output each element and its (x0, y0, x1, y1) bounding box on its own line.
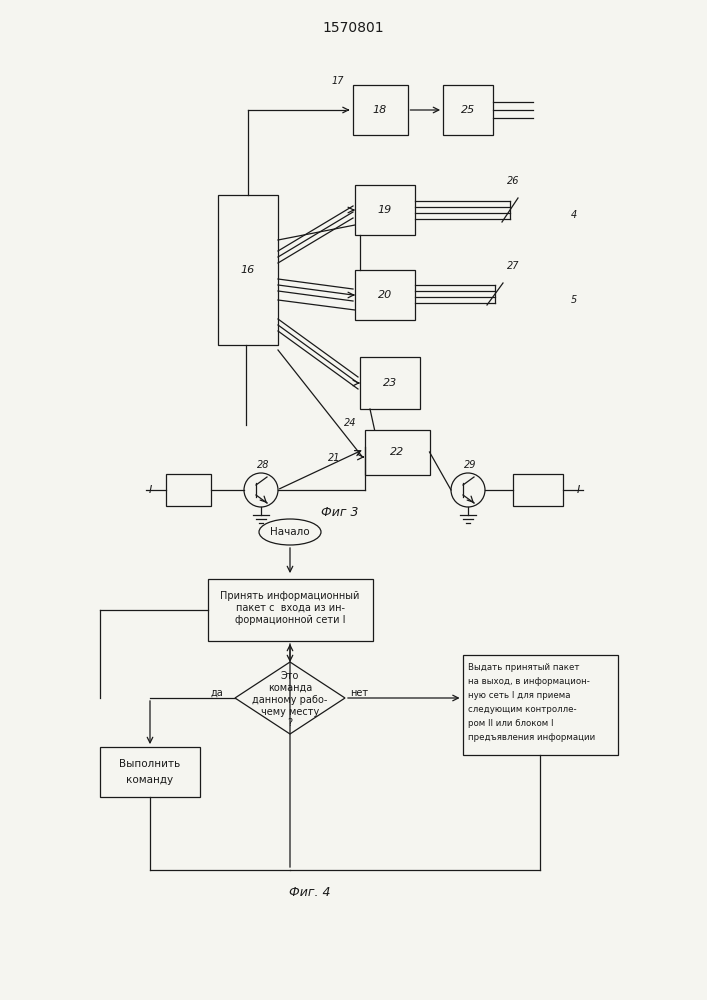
Circle shape (451, 473, 485, 507)
Text: 25: 25 (461, 105, 475, 115)
Text: команду: команду (127, 775, 173, 785)
Bar (207, 579, 373, 641)
Text: 24: 24 (344, 418, 357, 428)
Text: Начало: Начало (270, 527, 310, 537)
Bar (360, 357, 420, 409)
Polygon shape (235, 662, 345, 734)
Text: следующим контролле-: следующим контролле- (467, 704, 576, 714)
Bar (355, 185, 415, 235)
Text: 17: 17 (332, 76, 344, 86)
Bar (165, 474, 211, 506)
Text: 4: 4 (571, 210, 577, 220)
Text: 29: 29 (464, 460, 477, 470)
Text: ?: ? (288, 718, 293, 728)
Text: I: I (576, 485, 580, 495)
Bar (513, 474, 563, 506)
Text: Фиг. 4: Фиг. 4 (289, 886, 331, 898)
Text: да: да (210, 688, 223, 698)
Bar (443, 85, 493, 135)
Bar (353, 85, 407, 135)
Text: 16: 16 (241, 265, 255, 275)
Text: Принять информационный: Принять информационный (221, 591, 360, 601)
Bar (365, 430, 429, 475)
Text: Фиг 3: Фиг 3 (321, 506, 358, 518)
Bar (218, 195, 278, 345)
Text: Выдать принятый пакет: Выдать принятый пакет (467, 662, 579, 672)
Text: 1570801: 1570801 (322, 21, 384, 35)
Text: 19: 19 (378, 205, 392, 215)
Text: 28: 28 (257, 460, 269, 470)
Text: 22: 22 (390, 447, 404, 457)
Bar (355, 270, 415, 320)
Text: ную сеть I для приема: ную сеть I для приема (467, 690, 570, 700)
Circle shape (244, 473, 278, 507)
Text: 26: 26 (507, 176, 519, 186)
Text: команда: команда (268, 683, 312, 693)
Text: ром II или блоком I: ром II или блоком I (467, 718, 553, 728)
Text: нет: нет (350, 688, 368, 698)
Text: Выполнить: Выполнить (119, 759, 180, 769)
Text: пакет с  входа из ин-: пакет с входа из ин- (235, 603, 344, 613)
Text: 18: 18 (373, 105, 387, 115)
Text: предъявления информации: предъявления информации (467, 732, 595, 742)
Text: I: I (149, 485, 152, 495)
Text: 21: 21 (328, 453, 341, 463)
Text: данному рабо-: данному рабо- (252, 695, 327, 705)
Text: 5: 5 (571, 295, 577, 305)
Text: 23: 23 (383, 378, 397, 388)
Text: 20: 20 (378, 290, 392, 300)
Text: 27: 27 (507, 261, 519, 271)
Text: на выход, в информацион-: на выход, в информацион- (467, 676, 590, 686)
Bar (100, 747, 200, 797)
Bar (462, 655, 617, 755)
Ellipse shape (259, 519, 321, 545)
Text: Это: Это (281, 671, 299, 681)
Text: формационной сети I: формационной сети I (235, 615, 345, 625)
Text: чему месту: чему месту (261, 707, 319, 717)
